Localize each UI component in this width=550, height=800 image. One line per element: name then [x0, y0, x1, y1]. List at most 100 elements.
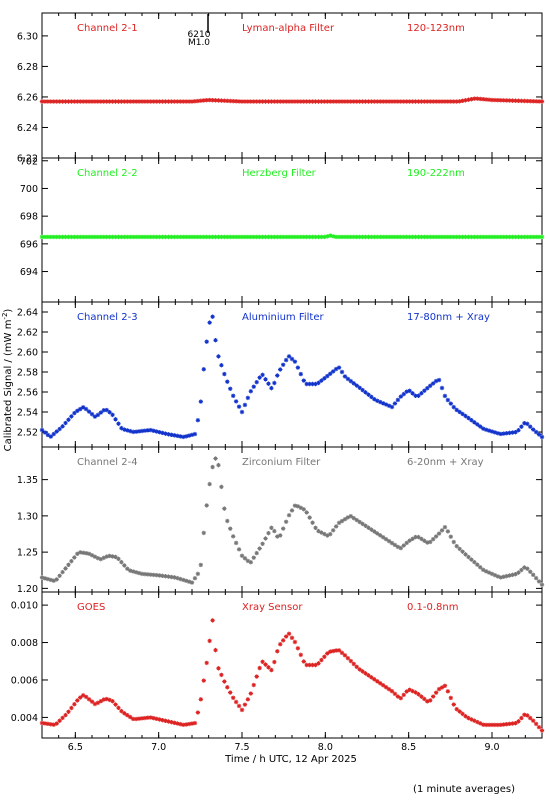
data-point [254, 234, 259, 240]
data-point [498, 98, 504, 103]
data-point [375, 234, 380, 240]
data-point [207, 481, 212, 487]
data-point [72, 410, 77, 416]
data-point [69, 234, 74, 240]
panel-label-2: Xray Sensor [242, 602, 303, 613]
data-point [204, 503, 209, 508]
data-point [398, 394, 404, 399]
data-point [483, 427, 489, 432]
data-point [436, 234, 442, 240]
data-point [516, 570, 521, 575]
data-point [122, 427, 127, 432]
data-point [357, 667, 362, 672]
data-point [69, 558, 74, 564]
data-point [389, 404, 395, 410]
flare-marker: 6210 M1.0 [188, 14, 211, 48]
data-point [57, 234, 62, 240]
data-point [278, 642, 283, 647]
data-point [216, 462, 221, 468]
data-point [383, 99, 389, 104]
data-point [407, 687, 412, 692]
data-point [513, 98, 518, 103]
data-point [539, 434, 545, 440]
data-point [510, 98, 515, 103]
data-point [154, 572, 159, 578]
data-point [325, 533, 330, 538]
data-point [407, 99, 412, 104]
data-point [157, 573, 162, 578]
data-point [416, 99, 421, 104]
panel-4: 1.20 1.25 1.30 1.35 Channel 2-4 Zirconium Fil… [17, 446, 545, 595]
data-point [178, 99, 183, 104]
y-tick-label: 1.20 [17, 584, 38, 595]
data-point [436, 531, 442, 536]
data-point [222, 679, 227, 684]
data-point [510, 430, 515, 435]
y-tick-label: 2.58 [17, 368, 38, 379]
data-point [333, 648, 339, 653]
data-point [95, 234, 101, 240]
data-point [192, 720, 198, 726]
data-point [304, 381, 309, 387]
data-point [57, 718, 62, 723]
data-point [180, 99, 186, 104]
data-point [483, 234, 489, 240]
data-point [57, 573, 62, 578]
data-point [245, 99, 251, 104]
data-point [204, 97, 209, 103]
data-point [257, 375, 262, 380]
data-point [142, 99, 148, 104]
panel-label-3: 0.1-0.8nm [407, 602, 459, 613]
data-point [66, 99, 71, 104]
data-point [75, 99, 80, 104]
data-point [380, 99, 386, 104]
data-point [128, 714, 133, 720]
data-point [442, 393, 448, 399]
data-point [469, 234, 474, 240]
data-point [204, 660, 209, 666]
data-point [492, 97, 498, 103]
data-point [457, 709, 462, 714]
data-point [163, 431, 168, 436]
data-point [351, 381, 356, 386]
data-point [530, 427, 536, 432]
panel-label-1: Channel 2-4 [77, 457, 138, 468]
data-point [119, 234, 124, 240]
data-point [228, 386, 233, 391]
data-point [157, 234, 162, 240]
panel-1: 6.22 6.24 6.26 6.28 6.30 Channel 2-1 Lyman-alp… [17, 12, 545, 165]
data-point [286, 234, 292, 240]
data-point [480, 567, 486, 573]
data-point [57, 426, 62, 432]
data-point [316, 380, 321, 386]
data-point [463, 98, 468, 103]
data-point [375, 99, 380, 104]
data-point [42, 234, 48, 240]
data-point [372, 99, 377, 104]
data-point [386, 538, 392, 544]
data-point [372, 529, 377, 534]
panel-frame [41, 446, 543, 593]
data-point [313, 525, 318, 531]
data-point [480, 96, 486, 102]
data-point [357, 99, 362, 104]
data-point [239, 553, 245, 558]
data-point [330, 528, 336, 533]
data-point [180, 577, 186, 583]
data-point [151, 715, 156, 721]
data-point [163, 234, 168, 240]
y-tick-label: 1.25 [17, 548, 38, 559]
data-point [186, 721, 192, 727]
data-point [98, 410, 104, 415]
data-point [419, 536, 424, 542]
data-point [328, 531, 333, 537]
data-point [228, 690, 233, 695]
data-point [83, 99, 89, 104]
data-point [389, 99, 395, 104]
data-point [478, 424, 483, 429]
data-point [122, 99, 127, 104]
data-point [383, 685, 389, 690]
data-point [157, 430, 162, 435]
data-point [207, 320, 212, 325]
data-point [507, 98, 512, 103]
